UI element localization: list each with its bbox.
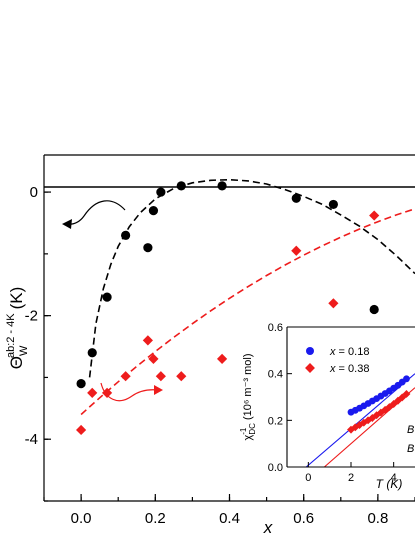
- inset-y-tick-label: 0.2: [268, 415, 283, 427]
- main-x-axis-label: x: [263, 518, 273, 537]
- main-chart: 0.0 0.2 0.4 0.6 0.8 0 -2 -4 ΘWab:2 - 4K (K) x: [5, 154, 415, 537]
- legend-item-x-0.18: x = 0.18: [306, 346, 369, 358]
- y-tick-label: 0: [30, 184, 38, 201]
- black-circle-point: [156, 187, 166, 197]
- inset-data-marks: [347, 375, 411, 434]
- inset-y-label-unit: (10⁶ m⁻³ mol): [242, 353, 254, 420]
- arrow-to-left-axis: [62, 200, 126, 229]
- x-tick-label: 0.2: [145, 510, 166, 527]
- main-data-marks: [76, 181, 380, 436]
- black-circle-point: [102, 292, 112, 302]
- black-circle-point: [369, 304, 379, 315]
- y-label-unit: (K): [7, 287, 26, 310]
- red-diamond-point: [402, 390, 411, 398]
- inset-ticks: 0 2 4 0.0 0.2 0.4 0.6: [268, 322, 397, 484]
- inset-y-label-symbol: χ: [242, 435, 254, 441]
- inset-legend: x = 0.18 x = 0.38: [305, 346, 369, 375]
- main-y-axis-label: ΘWab:2 - 4K (K): [5, 287, 30, 370]
- red-diamond-point: [87, 387, 98, 398]
- y-label-subscript: W: [18, 345, 30, 356]
- legend-item-x-0.38: x = 0.38: [305, 363, 369, 375]
- red-diamond-point: [120, 371, 131, 382]
- legend-label-x-0.18: x = 0.18: [329, 346, 369, 358]
- legend-marker-blue-circle: [306, 347, 314, 355]
- inset-plot-area: [305, 373, 415, 467]
- inset-y-axis-label: χ-1DC (10⁶ m⁻³ mol): [239, 353, 257, 440]
- inset-x-tick-label: 2: [348, 472, 354, 484]
- y-tick-label: -4: [25, 431, 38, 448]
- black-circle-point: [176, 181, 186, 191]
- black-circle-point: [328, 199, 338, 210]
- inset-y-tick-label: 0.0: [268, 462, 283, 474]
- main-plot-area: [44, 178, 415, 436]
- black-circle-point: [217, 181, 227, 191]
- black-circle-point: [76, 379, 86, 389]
- red-diamond-point: [155, 371, 166, 382]
- legend-marker-red-diamond: [305, 363, 315, 373]
- red-diamond-point: [328, 298, 339, 309]
- red-diamond-point: [291, 245, 302, 256]
- inset-partial-annotation-2: B: [407, 443, 414, 455]
- inset-partial-annotation-1: B: [407, 424, 414, 436]
- inset-chart: 0 2 4 0.0 0.2 0.4 0.6 x = 0.18 x = 0.38 B B χ-…: [239, 322, 415, 491]
- y-tick-label: -2: [25, 308, 38, 325]
- x-tick-label: 0.6: [293, 510, 314, 527]
- blue-circle-point: [403, 375, 410, 383]
- inset-y-tick-label: 0.4: [268, 369, 283, 381]
- red-diamond-point: [148, 353, 159, 364]
- red-diamond-point: [176, 371, 187, 382]
- y-label-symbol: Θ: [7, 356, 26, 369]
- inset-y-label-superscript: -1: [239, 427, 248, 435]
- red-fit-curve: [80, 208, 415, 416]
- inset-x-tick-label: 4: [391, 472, 397, 484]
- black-circle-point: [121, 230, 131, 240]
- black-circle-point: [87, 348, 97, 358]
- red-diamond-point: [142, 335, 153, 346]
- red-diamond-point: [369, 210, 380, 221]
- x-tick-label: 0.4: [219, 510, 240, 527]
- inset-y-label-subscript: DC: [248, 423, 257, 435]
- x-tick-label: 0.0: [71, 510, 92, 527]
- black-circle-point: [291, 193, 301, 203]
- x-tick-label: 0.8: [367, 510, 388, 527]
- black-fit-curve: [88, 178, 415, 378]
- legend-label-x-0.38: x = 0.38: [329, 363, 369, 375]
- red-diamond-point: [76, 424, 87, 436]
- black-circle-point: [148, 206, 159, 216]
- inset-x-axis-label: T (K): [376, 477, 403, 491]
- arrow-to-right-axis: [100, 382, 163, 402]
- inset-x-tick-label: 0: [305, 472, 311, 484]
- black-circle-point: [143, 243, 153, 253]
- y-label-superscript: ab:2 - 4K: [5, 313, 17, 358]
- inset-y-tick-label: 0.6: [268, 322, 283, 334]
- main-ticks: 0.0 0.2 0.4 0.6 0.8 0 -2 -4: [25, 184, 415, 527]
- red-diamond-point: [216, 353, 228, 364]
